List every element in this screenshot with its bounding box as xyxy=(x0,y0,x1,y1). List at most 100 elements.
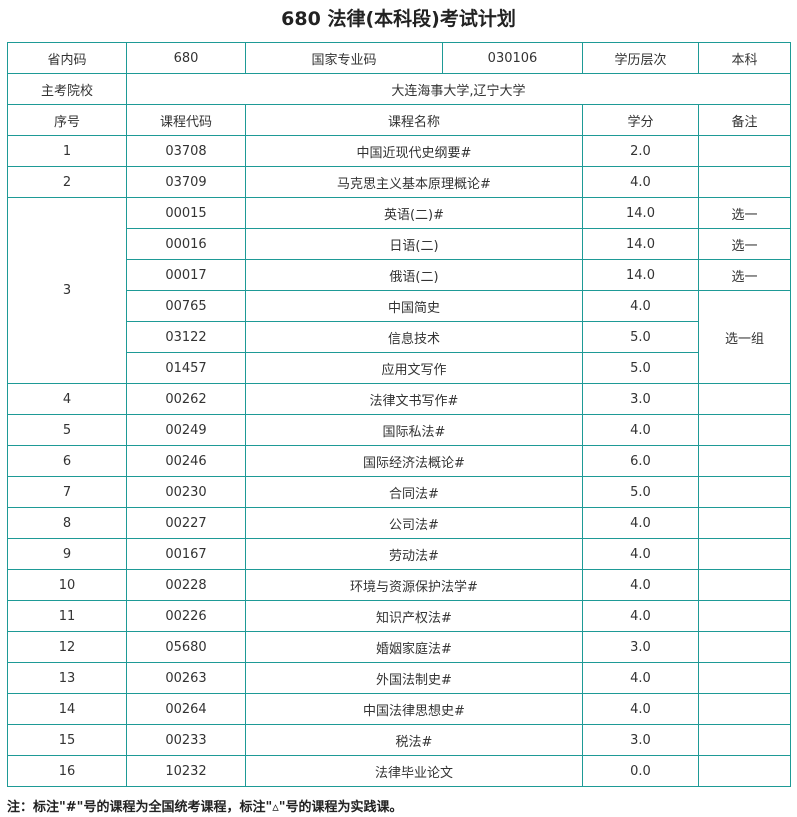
course-credit: 5.0 xyxy=(582,476,699,508)
course-row: 6 00246 国际经济法概论# 6.0 xyxy=(7,445,791,477)
course-row: 14 00264 中国法律思想史# 4.0 xyxy=(7,693,791,725)
course-remark: 选一 xyxy=(698,228,791,260)
course-remark xyxy=(698,383,791,415)
course-name: 中国简史 xyxy=(245,290,583,322)
province-code-label: 省内码 xyxy=(7,42,127,74)
course-name: 法律文书写作# xyxy=(245,383,583,415)
course-credit: 4.0 xyxy=(582,600,699,632)
course-credit: 3.0 xyxy=(582,724,699,756)
course-remark xyxy=(698,631,791,663)
course-row: 1 03708 中国近现代史纲要# 2.0 xyxy=(7,135,791,167)
course-seq: 16 xyxy=(7,755,127,787)
course-remark: 选一 xyxy=(698,259,791,291)
course-name: 外国法制史# xyxy=(245,662,583,694)
course-seq: 2 xyxy=(7,166,127,198)
course-row: 12 05680 婚姻家庭法# 3.0 xyxy=(7,631,791,663)
course-name: 税法# xyxy=(245,724,583,756)
course-remark xyxy=(698,476,791,508)
course-row: 11 00226 知识产权法# 4.0 xyxy=(7,600,791,632)
course-code: 01457 xyxy=(126,352,246,384)
course-credit: 4.0 xyxy=(582,662,699,694)
course-remark xyxy=(698,507,791,539)
header-row: 序号 课程代码 课程名称 学分 备注 xyxy=(7,104,791,136)
course-code: 03122 xyxy=(126,321,246,353)
course-name: 婚姻家庭法# xyxy=(245,631,583,663)
course-credit: 5.0 xyxy=(582,321,699,353)
course-remark xyxy=(698,135,791,167)
course-seq: 4 xyxy=(7,383,127,415)
course-remark xyxy=(698,755,791,787)
course-credit: 4.0 xyxy=(582,166,699,198)
course-seq: 10 xyxy=(7,569,127,601)
course-seq: 15 xyxy=(7,724,127,756)
course-code: 05680 xyxy=(126,631,246,663)
course-row: 00017 俄语(二) 14.0 选一 xyxy=(8,259,791,291)
course-credit: 4.0 xyxy=(582,414,699,446)
course-row: 3 00015 英语(二)# 14.0 选一 xyxy=(7,197,791,384)
course-seq: 14 xyxy=(7,693,127,725)
course-remark xyxy=(698,445,791,477)
course-row: 8 00227 公司法# 4.0 xyxy=(7,507,791,539)
province-code: 680 xyxy=(126,42,246,74)
course-credit: 14.0 xyxy=(582,228,699,260)
course-code: 00228 xyxy=(126,569,246,601)
course-credit: 0.0 xyxy=(582,755,699,787)
course-seq: 6 xyxy=(7,445,127,477)
course-code: 03708 xyxy=(126,135,246,167)
info-row: 省内码 680 国家专业码 030106 学历层次 本科 xyxy=(7,42,791,74)
course-name: 环境与资源保护法学# xyxy=(245,569,583,601)
course-remark xyxy=(698,166,791,198)
course-row: 10 00228 环境与资源保护法学# 4.0 xyxy=(7,569,791,601)
course-remark: 选一组 xyxy=(698,290,791,384)
course-name: 中国法律思想史# xyxy=(245,693,583,725)
course-code: 00262 xyxy=(126,383,246,415)
course-code: 00264 xyxy=(126,693,246,725)
course-code: 00016 xyxy=(126,228,246,260)
level-label: 学历层次 xyxy=(582,42,699,74)
course-name: 信息技术 xyxy=(245,321,583,353)
course-code: 00249 xyxy=(126,414,246,446)
course-code: 00015 xyxy=(126,197,246,229)
header-credit: 学分 xyxy=(582,104,699,136)
course-seq: 13 xyxy=(7,662,127,694)
national-code-label: 国家专业码 xyxy=(245,42,443,74)
course-code: 00765 xyxy=(126,290,246,322)
course-name: 合同法# xyxy=(245,476,583,508)
course-credit: 4.0 xyxy=(582,693,699,725)
course-credit: 6.0 xyxy=(582,445,699,477)
course-credit: 14.0 xyxy=(582,197,699,229)
course-name: 英语(二)# xyxy=(245,197,583,229)
course-row: 00765 中国简史 4.0 选一组 xyxy=(8,290,791,384)
course-code: 00233 xyxy=(126,724,246,756)
course-row: 7 00230 合同法# 5.0 xyxy=(7,476,791,508)
course-code: 00226 xyxy=(126,600,246,632)
course-row: 00016 日语(二) 14.0 选一 xyxy=(8,228,791,260)
course-credit: 3.0 xyxy=(582,631,699,663)
course-row: 9 00167 劳动法# 4.0 xyxy=(7,538,791,570)
course-credit: 5.0 xyxy=(582,352,699,384)
course-remark xyxy=(698,414,791,446)
level: 本科 xyxy=(698,42,791,74)
course-name: 日语(二) xyxy=(245,228,583,260)
course-seq: 5 xyxy=(7,414,127,446)
course-name: 国际经济法概论# xyxy=(245,445,583,477)
course-code: 00017 xyxy=(126,259,246,291)
course-credit: 3.0 xyxy=(582,383,699,415)
header-seq: 序号 xyxy=(7,104,127,136)
schools-label: 主考院校 xyxy=(7,73,127,105)
course-credit: 4.0 xyxy=(582,569,699,601)
course-seq: 12 xyxy=(7,631,127,663)
course-name: 中国近现代史纲要# xyxy=(245,135,583,167)
course-row: 03122 信息技术 5.0 xyxy=(8,321,791,353)
course-name: 公司法# xyxy=(245,507,583,539)
course-row: 13 00263 外国法制史# 4.0 xyxy=(7,662,791,694)
course-code: 10232 xyxy=(126,755,246,787)
course-row: 01457 应用文写作 5.0 xyxy=(8,352,791,384)
header-code: 课程代码 xyxy=(126,104,246,136)
national-code: 030106 xyxy=(442,42,583,74)
page-title: 680 法律(本科段)考试计划 xyxy=(281,8,516,30)
course-seq: 3 xyxy=(7,197,127,384)
exam-plan-table: 省内码 680 国家专业码 030106 学历层次 本科 主考院校 大连海事大学… xyxy=(7,42,791,787)
course-credit: 14.0 xyxy=(582,259,699,291)
course-name: 俄语(二) xyxy=(245,259,583,291)
